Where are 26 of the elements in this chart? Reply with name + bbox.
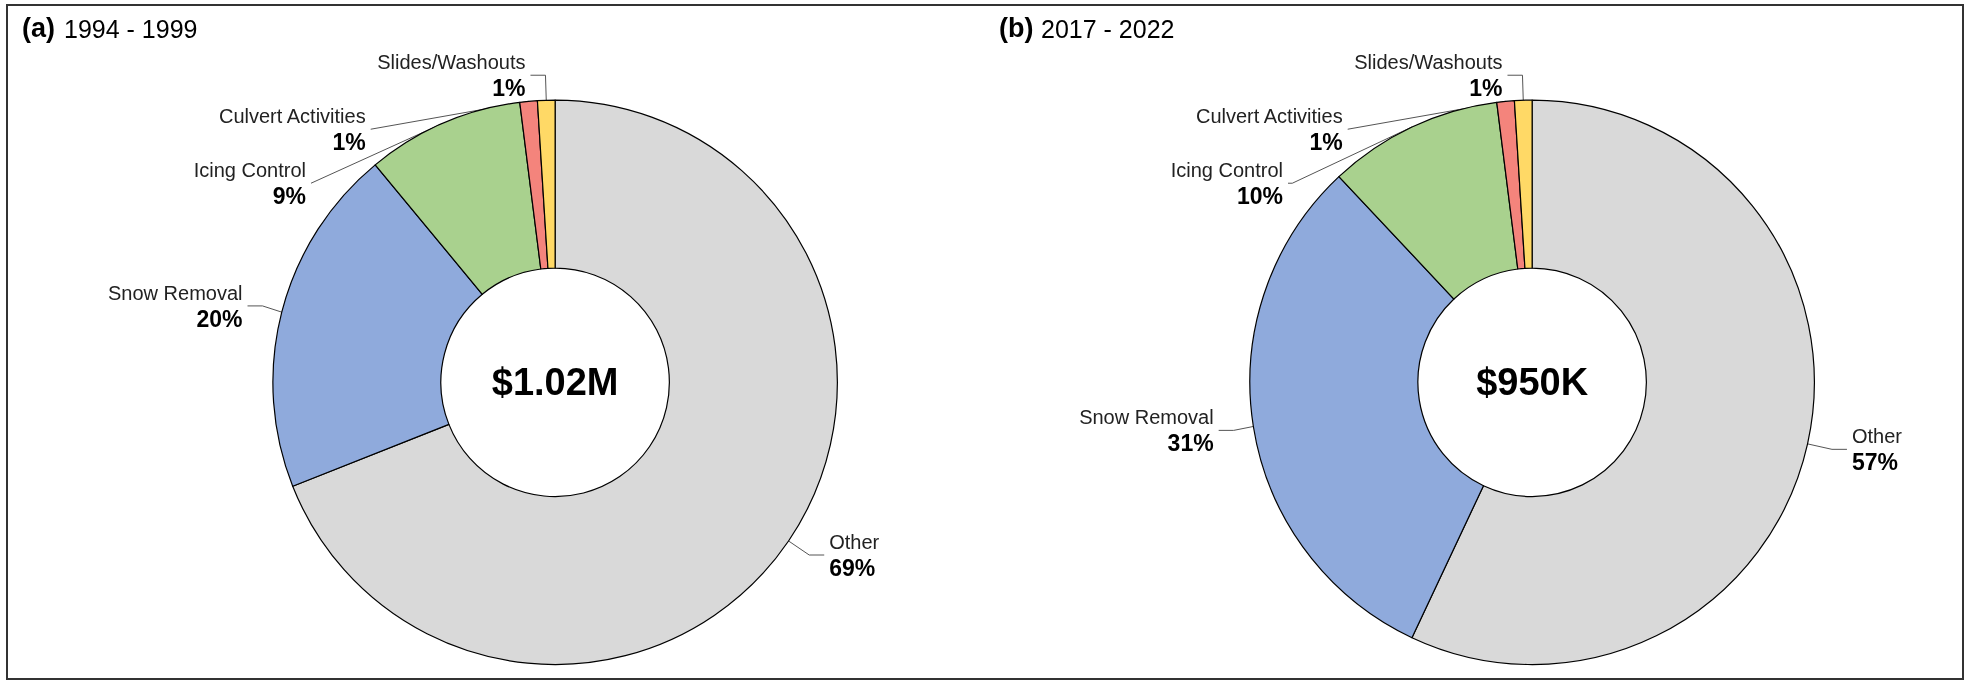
chart-subtitle: 2017 - 2022 — [1041, 14, 1175, 43]
slice-label: Other — [1851, 425, 1903, 448]
data-label: 31% — [1167, 430, 1214, 457]
data-label: 1% — [492, 75, 526, 102]
data-label: 1% — [1309, 129, 1343, 156]
data-label: 10% — [1236, 183, 1283, 210]
slice-label: Culvert Activities — [1195, 105, 1343, 128]
data-label: 69% — [829, 555, 876, 582]
slice-label: Snow Removal — [108, 281, 243, 304]
data-label: 57% — [1851, 449, 1899, 476]
chart-title: (b) — [999, 12, 1034, 43]
text: $1.02M — [491, 361, 619, 404]
slice-label: Culvert Activities — [218, 105, 366, 128]
slice-label: Snow Removal — [1079, 406, 1214, 429]
data-label: 9% — [272, 183, 306, 210]
slice-label: Slides/Washouts — [377, 51, 526, 74]
chart-subtitle: 1994 - 1999 — [64, 14, 198, 43]
text: $950K — [1476, 361, 1589, 404]
slice-label: Icing Control — [1170, 159, 1283, 182]
slice-label: Icing Control — [193, 159, 306, 182]
data-label: 1% — [1469, 75, 1503, 102]
data-label: 1% — [332, 129, 366, 156]
chart-title: (a) — [22, 12, 55, 43]
data-label: 20% — [196, 305, 243, 332]
slice-label: Slides/Washouts — [1354, 51, 1503, 74]
slice-label: Other — [829, 531, 880, 554]
